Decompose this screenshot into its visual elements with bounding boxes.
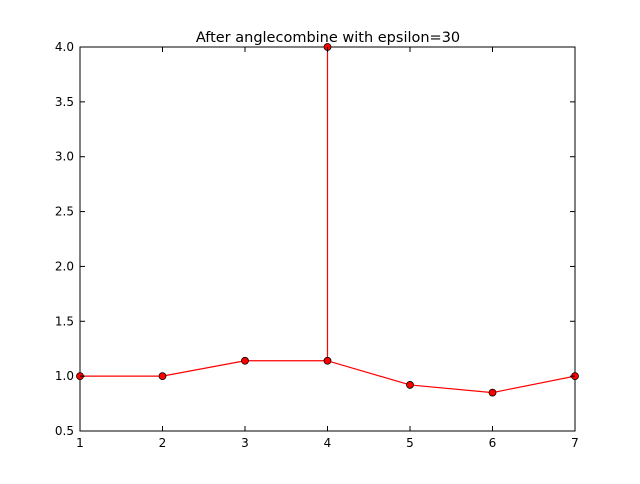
- y-tick-label: 4.0: [55, 40, 74, 54]
- y-tick-label: 0.5: [55, 424, 74, 438]
- y-tick-label: 2.5: [55, 205, 74, 219]
- data-point: [241, 356, 249, 365]
- data-point: [323, 356, 332, 365]
- tick-layer: 1 2 3 4 5 6 7 0.5 1.0 1.5 2.0 2.5 3.0 3.5 4.0: [55, 40, 579, 450]
- x-tick-label: 4: [324, 436, 332, 450]
- y-tick-label: 3.0: [55, 150, 74, 164]
- data-point: [158, 372, 167, 381]
- x-tick-label: 1: [76, 436, 84, 450]
- data-point: [406, 381, 414, 389]
- y-tick-label: 2.0: [55, 259, 74, 273]
- x-tick-label: 3: [241, 436, 249, 450]
- series-line: [80, 47, 576, 394]
- x-tick-label: 2: [159, 436, 167, 450]
- data-point: [488, 388, 497, 397]
- series-layer: [76, 43, 579, 397]
- x-tick-label: 5: [406, 436, 414, 450]
- x-tick-label: 6: [489, 436, 497, 450]
- y-tick-label: 1.0: [55, 369, 74, 383]
- y-tick-label: 3.5: [55, 95, 74, 109]
- chart-title: After anglecombine with epsilon=30: [196, 30, 460, 46]
- x-tick-label: 7: [571, 436, 579, 450]
- y-tick-label: 1.5: [55, 314, 74, 328]
